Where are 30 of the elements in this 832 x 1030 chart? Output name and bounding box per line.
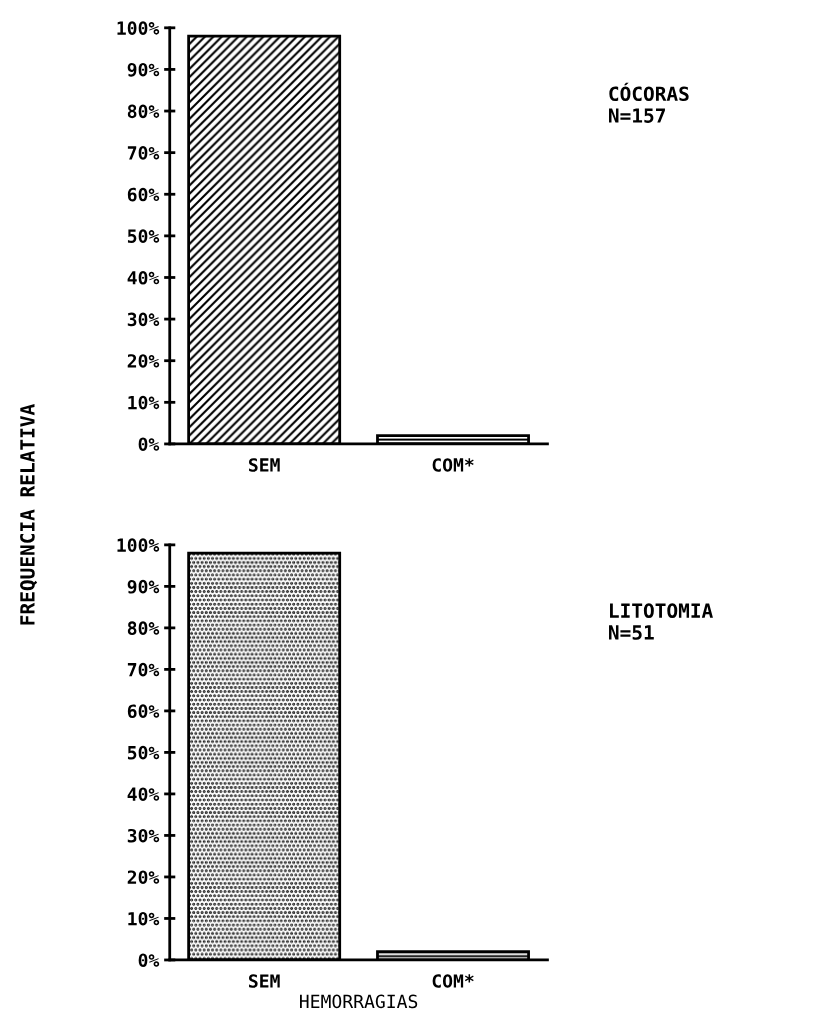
y-tick-label: 50% <box>127 229 160 243</box>
y-tick-label: 90% <box>127 62 160 77</box>
y-tick-label: 10% <box>128 911 160 926</box>
y-tick-label: 0% <box>138 953 160 968</box>
y-tick-label: 30% <box>127 828 160 843</box>
y-tick-label: 40% <box>127 787 160 802</box>
y-tick-label: 70% <box>127 146 160 160</box>
text: CÓCORAS N=157 <box>609 82 689 123</box>
x-tick-label: COM* <box>432 458 474 472</box>
y-tick-label: 100% <box>117 21 160 35</box>
y-axis-title: FREQUENCIA RELATIVA <box>20 404 38 625</box>
x-tick-label: SEM <box>248 458 280 472</box>
y-tick-label: 70% <box>127 662 160 677</box>
y-tick-label: 40% <box>127 270 160 285</box>
y-tick-label: 100% <box>117 538 160 552</box>
y-tick-label: 10% <box>128 395 160 410</box>
x-tick-label: SEM <box>248 974 280 988</box>
y-tick-label: 60% <box>127 704 160 719</box>
y-tick-label: 80% <box>127 104 160 119</box>
y-tick-label: 20% <box>127 870 160 885</box>
y-tick-label: 50% <box>127 745 160 760</box>
x-axis-title: HEMORRAGIAS <box>300 994 418 1009</box>
y-tick-label: 30% <box>127 312 160 327</box>
y-tick-label: 0% <box>138 437 160 452</box>
x-tick-label: COM* <box>432 974 474 988</box>
y-tick-label: 90% <box>127 579 160 594</box>
y-tick-label: 60% <box>127 187 160 202</box>
y-tick-label: 20% <box>127 354 160 368</box>
text: LITOTOMIA N=51 <box>609 603 713 640</box>
y-tick-label: 80% <box>127 621 160 635</box>
